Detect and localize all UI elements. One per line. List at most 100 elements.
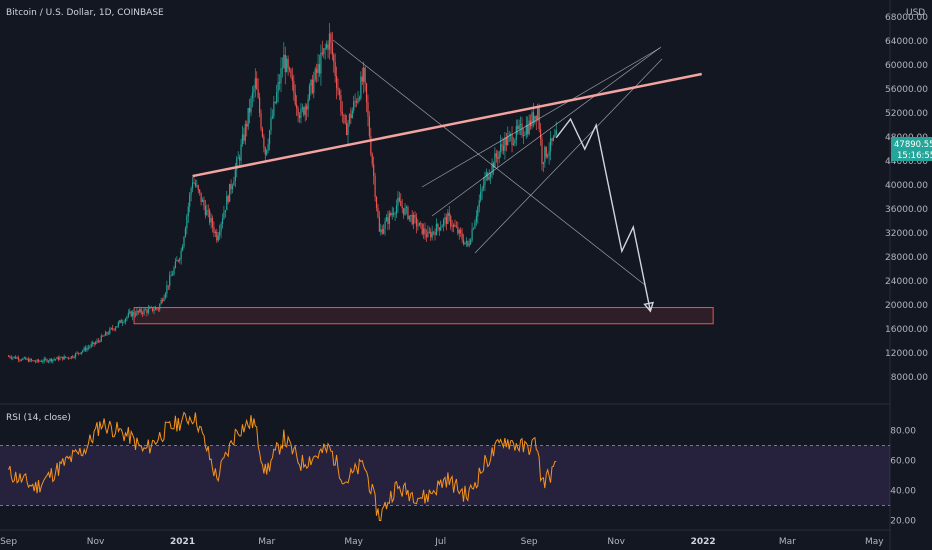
candle-body — [199, 189, 201, 193]
candle-body — [139, 309, 141, 312]
candle-body — [440, 227, 442, 231]
candle-body — [30, 359, 32, 361]
candle-body — [42, 361, 44, 363]
candle-body — [337, 88, 339, 91]
candle-body — [375, 197, 378, 208]
candle-body — [331, 42, 333, 55]
candle-body — [344, 115, 346, 124]
candle-body — [547, 155, 549, 157]
candle-body — [133, 312, 135, 315]
candle-body — [521, 123, 523, 136]
candle-body — [388, 213, 390, 224]
rsi-axis[interactable]: 80.00 60.00 40.00 20.00 — [890, 427, 916, 527]
candle-body — [160, 299, 162, 305]
channel-mid-line[interactable] — [431, 46, 662, 217]
descending-trend-line[interactable] — [332, 39, 646, 286]
candle-body — [266, 149, 268, 155]
candle-body — [495, 153, 497, 158]
price-axis[interactable]: 68000.00 64000.00 60000.00 56000.00 52000.00… — [885, 13, 928, 383]
candle-body — [421, 223, 423, 235]
candle-body — [411, 214, 413, 225]
candle-body — [33, 360, 35, 362]
candle-body — [461, 233, 463, 240]
candle-body — [353, 101, 355, 111]
candle-body — [7, 356, 10, 357]
support-zone[interactable] — [133, 307, 714, 325]
candle-body — [467, 240, 469, 246]
rsi-line[interactable] — [8, 411, 557, 521]
time-tick-label: May — [865, 537, 884, 547]
chart-title: Bitcoin / U.S. Dollar, 1D, COINBASE — [6, 8, 164, 18]
candle-body — [347, 123, 349, 136]
candle-body — [491, 162, 493, 174]
candle-body — [234, 169, 236, 182]
candle-body — [410, 214, 412, 216]
candle-body — [407, 207, 409, 220]
candle-body — [317, 63, 319, 73]
candle-body — [507, 135, 509, 146]
candle-body — [132, 312, 134, 317]
candle-body — [26, 358, 28, 360]
candle-body — [423, 228, 425, 235]
candle-body — [53, 359, 55, 361]
time-axis[interactable]: Sep Nov 2021 Mar May Jul Sep Nov 2022 Mar May — [0, 537, 884, 547]
candle-body — [233, 181, 235, 186]
candle-body — [327, 44, 329, 50]
candle-body — [497, 157, 499, 159]
candle-body — [113, 329, 115, 330]
candle-body — [240, 144, 242, 161]
candle-body — [460, 229, 462, 234]
candle-body — [35, 361, 37, 363]
candle-body — [176, 260, 178, 262]
price-tick-label: 44000.00 — [885, 157, 928, 167]
candle-body — [72, 356, 74, 358]
candle-body — [136, 310, 138, 316]
candle-body — [345, 123, 348, 136]
candle-body — [171, 274, 174, 276]
time-tick-label: Sep — [0, 537, 17, 547]
candle-body — [555, 130, 557, 136]
candle-body — [82, 350, 84, 352]
channel-upper-line[interactable] — [421, 47, 661, 188]
price-tick-label: 60000.00 — [885, 61, 928, 71]
candle-body — [431, 231, 433, 238]
candle-body — [100, 335, 102, 342]
candle-body — [206, 210, 208, 216]
candle-body — [311, 79, 313, 94]
candle-body — [310, 79, 312, 86]
candle-body — [107, 333, 109, 335]
candle-body — [360, 76, 362, 99]
candle-body — [144, 309, 147, 311]
candle-body — [73, 357, 75, 358]
candle-body — [487, 172, 489, 180]
candle-body — [527, 125, 529, 135]
candle-body — [544, 146, 546, 163]
candle-body — [50, 358, 52, 362]
candle-body — [94, 342, 97, 345]
candle-body — [371, 154, 373, 165]
candle-body — [465, 240, 467, 243]
price-pane[interactable] — [0, 0, 890, 403]
candle-body — [524, 134, 526, 136]
candle-body — [400, 200, 402, 207]
candle-body — [43, 358, 45, 362]
candle-body — [355, 101, 358, 103]
candle-body — [99, 340, 101, 342]
candle-body — [394, 213, 396, 215]
candle-body — [213, 227, 215, 234]
price-tick-label: 64000.00 — [885, 37, 928, 47]
candle-body — [283, 54, 285, 69]
candle-body — [357, 98, 359, 103]
resistance-trend-line[interactable] — [192, 72, 702, 178]
candle-body — [90, 344, 92, 347]
channel-lower-line[interactable] — [474, 58, 663, 254]
candle-body — [515, 126, 517, 140]
candle-body — [217, 235, 219, 241]
candle-body — [191, 182, 194, 189]
candle-body — [69, 358, 71, 359]
candle-body — [267, 144, 269, 150]
time-tick-label: Mar — [779, 537, 796, 547]
candle-body — [102, 335, 104, 337]
projection-path[interactable] — [555, 117, 652, 312]
